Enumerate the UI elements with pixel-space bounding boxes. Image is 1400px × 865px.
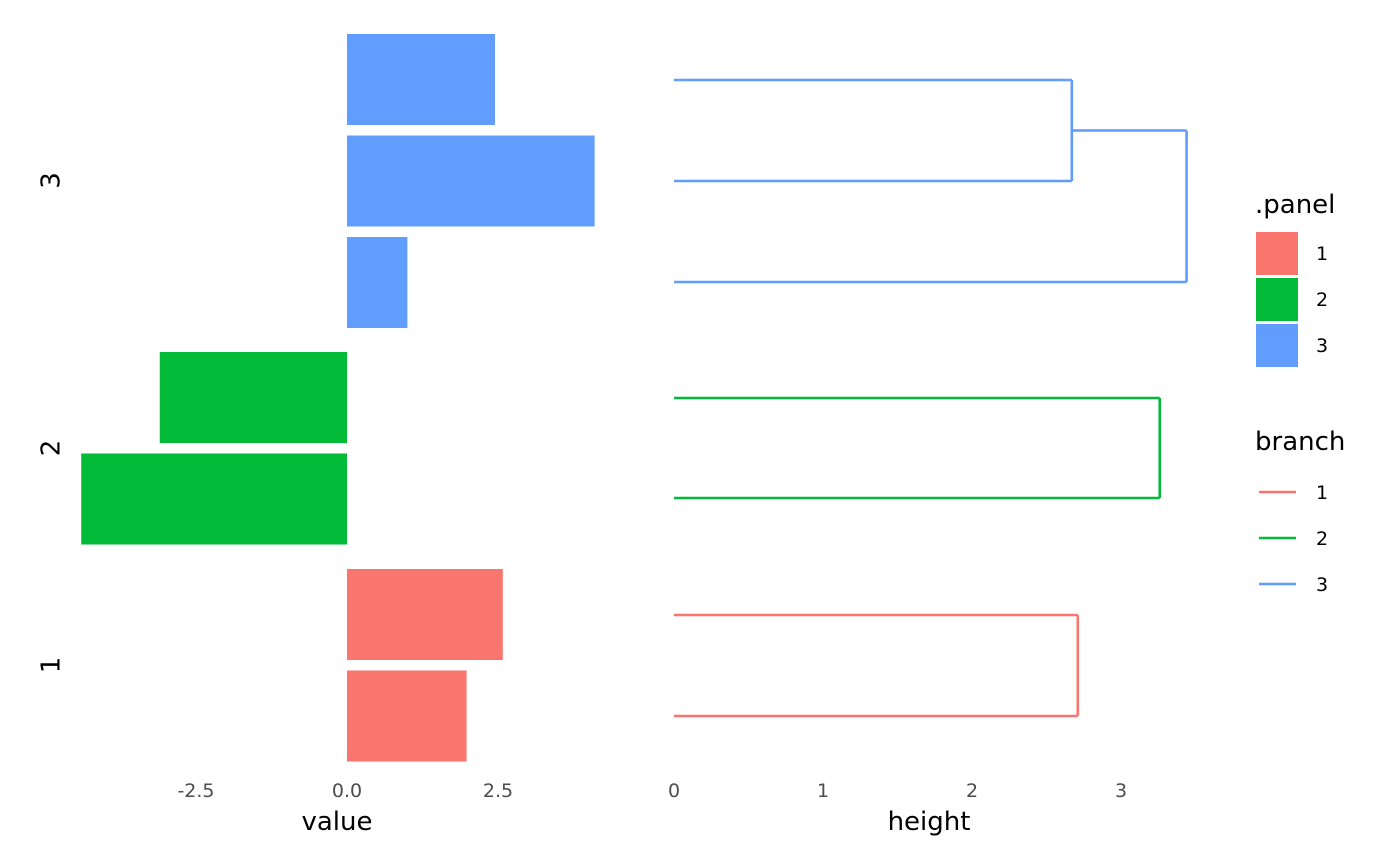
panel-label-2: 2 — [37, 440, 67, 457]
panel-legend-label: 1 — [1316, 243, 1328, 265]
bar-panel-1-bar-2 — [347, 670, 467, 762]
panel-legend-title: .panel — [1255, 190, 1335, 220]
value-axis-tick-label: 2.5 — [483, 780, 513, 802]
panel-legend-label: 3 — [1316, 335, 1328, 357]
height-axis-tick-label: 2 — [966, 780, 978, 802]
height-axis-tick-label: 0 — [668, 780, 680, 802]
height-axis-title: height — [888, 807, 971, 837]
panel-legend-key-1 — [1256, 232, 1298, 275]
panel-legend-label: 2 — [1316, 289, 1328, 311]
height-axis-tick-label: 1 — [817, 780, 829, 802]
panel-legend-key-3 — [1256, 324, 1298, 367]
height-axis-tick-label: 3 — [1115, 780, 1127, 802]
panel-label-1: 1 — [37, 657, 67, 674]
panel-label-3: 3 — [37, 172, 67, 189]
bar-panel-3-bar-1 — [347, 34, 495, 125]
branch-legend-label: 2 — [1316, 528, 1328, 550]
branch-legend-title: branch — [1255, 427, 1345, 457]
value-axis-tick-label: -2.5 — [177, 780, 214, 802]
bar-panel-2-bar-1 — [159, 352, 347, 443]
panel-legend-key-2 — [1256, 278, 1298, 321]
branch-legend-label: 3 — [1316, 574, 1328, 596]
bar-panel-2-bar-2 — [81, 453, 348, 545]
bar-panel-1-bar-1 — [347, 569, 503, 660]
bar-panel-3-bar-2 — [347, 135, 595, 227]
branch-legend-label: 1 — [1316, 482, 1328, 504]
value-axis-title: value — [301, 807, 372, 837]
bar-panel-3-bar-3 — [347, 237, 408, 328]
value-axis-tick-label: 0.0 — [332, 780, 362, 802]
